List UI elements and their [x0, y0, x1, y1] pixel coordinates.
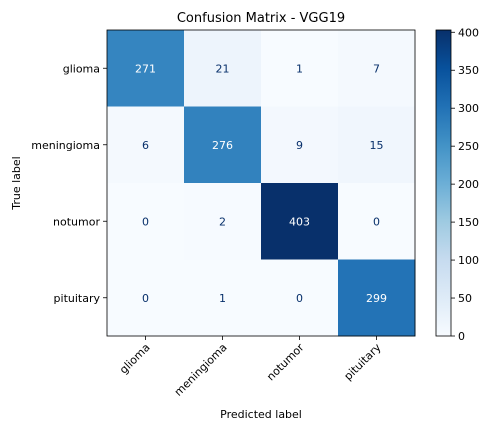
y-tick-label: glioma — [63, 62, 100, 75]
x-tick-label: pituitary — [342, 341, 384, 383]
heatmap-cell — [261, 106, 339, 184]
x-tick-labels: glioma meningioma notumor pituitary — [117, 336, 384, 399]
cell-value-label: 2 — [219, 215, 226, 228]
chart-title: Confusion Matrix - VGG19 — [177, 11, 345, 26]
y-tick-labels: glioma meningioma notumor pituitary — [31, 62, 107, 305]
colorbar-tick-label: 400 — [458, 26, 479, 39]
cell-value-label: 7 — [373, 62, 380, 75]
y-tick-label: notumor — [53, 215, 100, 228]
plot-frame — [106, 29, 416, 337]
heatmap-cell — [107, 259, 185, 337]
cell-value-label: 21 — [216, 62, 230, 75]
cell-value-label: 15 — [370, 139, 384, 152]
cell-value-label: 9 — [296, 139, 303, 152]
colorbar-ticks: 0 50 100 150 200 250 300 350 400 — [451, 26, 479, 343]
heatmap-cell — [107, 183, 185, 260]
heatmap-cell — [184, 106, 262, 184]
y-axis-label: True label — [10, 156, 23, 210]
heatmap-cell — [338, 106, 416, 184]
cell-value-label: 0 — [142, 292, 149, 305]
cell-value-label: 0 — [373, 215, 380, 228]
cell-value-label: 271 — [135, 62, 156, 75]
x-tick-label: meningioma — [172, 341, 230, 399]
y-tick-label: pituitary — [54, 292, 101, 305]
heatmap-cell — [184, 30, 262, 107]
colorbar-tick-label: 350 — [458, 64, 479, 77]
cell-value-label: 299 — [366, 292, 387, 305]
cell-value-label: 0 — [142, 215, 149, 228]
colorbar-tick-label: 100 — [458, 254, 479, 267]
colorbar-tick-label: 200 — [458, 178, 479, 191]
x-tick-label: glioma — [117, 341, 153, 377]
cell-value-label: 276 — [212, 139, 233, 152]
colorbar-tick-label: 300 — [458, 102, 479, 115]
heatmap-cell — [107, 106, 185, 184]
heatmap-cell — [107, 30, 185, 107]
heatmap-cell — [261, 183, 339, 260]
heatmap-cells: 271 21 1 7 6 276 9 15 0 2 403 0 0 1 0 299 — [107, 30, 416, 337]
colorbar-tick-label: 0 — [458, 330, 465, 343]
heatmap-cell — [338, 30, 416, 107]
colorbar — [435, 29, 452, 337]
heatmap-cell — [261, 30, 339, 107]
cell-value-label: 0 — [296, 292, 303, 305]
heatmap-cell — [184, 183, 262, 260]
heatmap-cell — [338, 183, 416, 260]
y-tick-label: meningioma — [31, 139, 100, 152]
cell-value-label: 1 — [219, 292, 226, 305]
heatmap-cell — [261, 259, 339, 337]
heatmap-cell — [184, 259, 262, 337]
colorbar-tick-label: 50 — [458, 292, 472, 305]
colorbar-tick-label: 150 — [458, 216, 479, 229]
heatmap-cell — [338, 259, 416, 337]
x-axis-label: Predicted label — [220, 408, 302, 421]
cell-value-label: 6 — [142, 139, 149, 152]
cell-value-label: 403 — [289, 215, 310, 228]
x-tick-label: notumor — [264, 341, 307, 384]
cell-value-label: 1 — [296, 62, 303, 75]
colorbar-tick-label: 250 — [458, 140, 479, 153]
